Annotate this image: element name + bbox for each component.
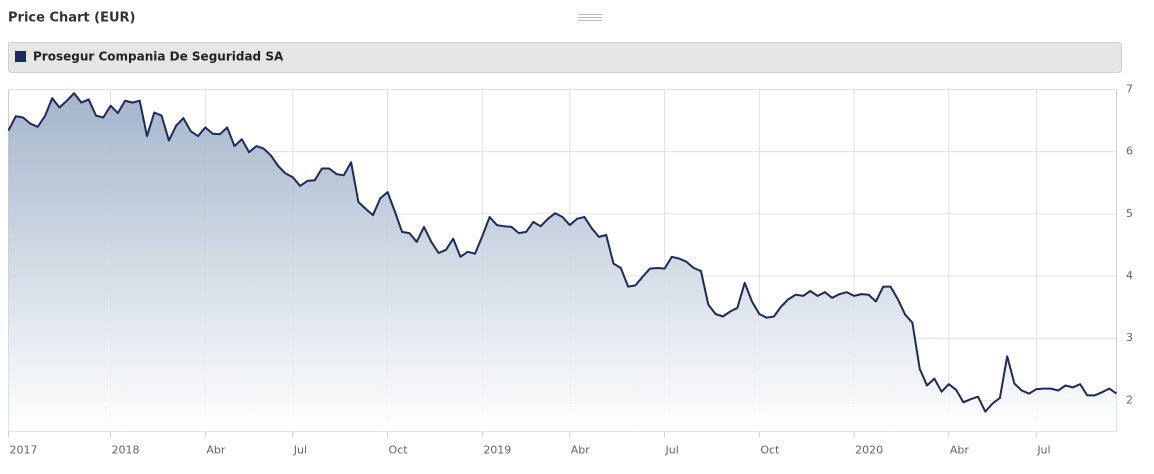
x-tick-label: Abr: [571, 444, 591, 457]
x-tick-label: 2018: [112, 444, 140, 457]
price-line: [7, 92, 1118, 413]
y-tick-label: 4: [1126, 269, 1133, 282]
x-tick-label: 2020: [855, 444, 883, 457]
legend-label[interactable]: Prosegur Compania De Seguridad SA: [33, 50, 284, 64]
x-tick-label: 2019: [483, 444, 511, 457]
y-tick-label: 2: [1126, 393, 1133, 406]
area-fill: [8, 93, 1117, 432]
x-tick-label: Jul: [665, 444, 679, 457]
x-tick-label: Abr: [206, 444, 226, 457]
y-tick-label: 3: [1126, 331, 1133, 344]
x-tick-label: Jul: [1036, 444, 1050, 457]
legend-box: [8, 42, 1122, 73]
chart-title: Price Chart (EUR): [8, 11, 136, 26]
x-tick-label: Jul: [293, 444, 307, 457]
x-tick-label: 2017: [10, 444, 38, 457]
y-tick-label: 6: [1126, 145, 1133, 158]
y-tick-label: 7: [1126, 83, 1133, 96]
x-tick-label: Oct: [389, 444, 409, 457]
legend-swatch: [15, 51, 26, 62]
drag-handle[interactable]: [578, 14, 602, 21]
x-tick-label: Oct: [760, 444, 780, 457]
x-tick-label: Abr: [950, 444, 970, 457]
y-tick-label: 5: [1126, 207, 1133, 220]
